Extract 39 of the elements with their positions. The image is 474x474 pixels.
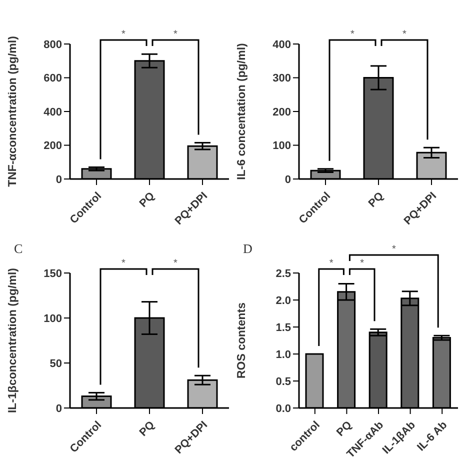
- x-tick-label: PQ: [137, 418, 158, 439]
- y-tick-label: 1.5: [276, 322, 291, 334]
- text: *: [122, 258, 126, 269]
- x-tick-label: IL-6 Ab: [415, 418, 450, 454]
- text: *: [392, 244, 396, 255]
- y-axis-title: IL-1βconcentration (pg/ml): [7, 268, 20, 414]
- y-tick-label: 0.5: [276, 376, 291, 388]
- y-tick-label: 100: [44, 312, 62, 325]
- y-tick-label: 50: [50, 358, 62, 370]
- y-tick-label: 600: [44, 72, 62, 85]
- text: *: [174, 258, 178, 269]
- y-tick-label: 400: [44, 106, 62, 118]
- y-tick-label: 150: [44, 268, 62, 280]
- y-tick-label: 400: [272, 38, 291, 51]
- text: *: [350, 29, 355, 40]
- text: *: [174, 29, 178, 40]
- text: *: [360, 258, 364, 269]
- y-tick-label: 200: [44, 140, 62, 152]
- y-tick-label: 800: [44, 38, 62, 51]
- x-tick-label: PQ: [366, 190, 386, 210]
- text: *: [122, 29, 126, 40]
- y-tick-label: 2.5: [276, 268, 291, 280]
- chart-title: D: [243, 241, 252, 256]
- y-tick-label: 100: [272, 140, 291, 152]
- y-axis-title: ROS contents: [236, 302, 248, 379]
- y-tick-label: 300: [272, 72, 291, 85]
- y-axis-title: TNF-αconcentration (pg/ml): [7, 36, 20, 187]
- y-tick-label: 2.0: [276, 294, 291, 307]
- y-tick-label: 200: [272, 106, 291, 118]
- y-tick-label: 0: [56, 174, 62, 186]
- y-tick-label: 0.0: [276, 402, 291, 415]
- y-tick-label: 0: [56, 402, 62, 415]
- y-axis-title: IL-6 concentation (pg/ml): [236, 42, 248, 180]
- y-tick-label: 0: [284, 174, 291, 186]
- y-tick-label: 1.0: [276, 348, 291, 361]
- text: *: [402, 29, 407, 40]
- chart-title: C: [14, 241, 23, 256]
- x-tick-label: PQ: [137, 190, 158, 210]
- text: *: [329, 258, 334, 269]
